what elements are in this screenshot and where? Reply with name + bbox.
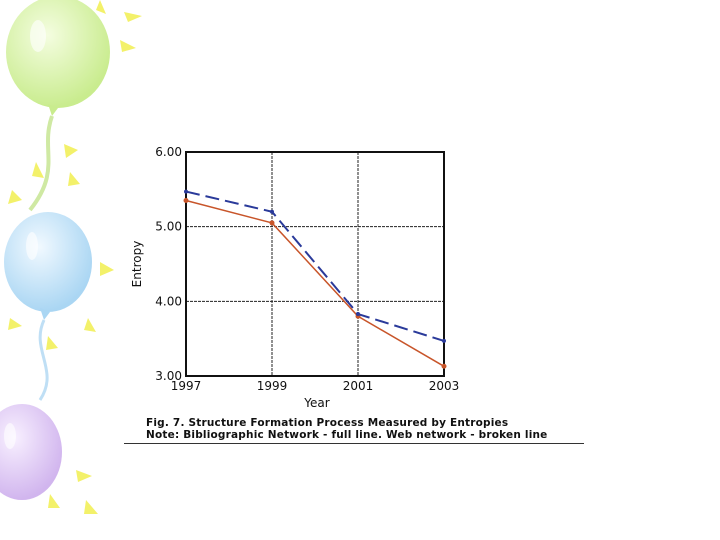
caption-underline — [124, 443, 584, 444]
figure-caption-note: Note: Bibliographic Network - full line.… — [146, 429, 548, 441]
data-point — [356, 312, 360, 317]
series-line-bibliographic-network — [185, 199, 445, 367]
data-point — [441, 363, 447, 369]
x-tick-label: 2003 — [429, 379, 460, 393]
purple-balloon-icon — [0, 404, 62, 500]
data-point — [269, 220, 275, 226]
sparkle-decoration — [8, 0, 142, 514]
data-point — [270, 209, 274, 214]
green-balloon-icon — [6, 0, 110, 212]
y-tick-label: 6.00 — [155, 145, 182, 159]
blue-balloon-icon — [4, 212, 92, 401]
data-point — [442, 338, 446, 343]
x-axis-ticks: 1997 1999 2001 2003 — [171, 379, 460, 393]
y-axis-title: Entropy — [130, 241, 144, 288]
data-point — [183, 198, 189, 204]
x-axis-title: Year — [303, 396, 329, 410]
data-point — [184, 189, 188, 194]
series-layer — [183, 189, 447, 369]
y-tick-label: 4.00 — [155, 294, 182, 308]
x-tick-label: 2001 — [343, 379, 374, 393]
plot-frame — [185, 151, 445, 377]
y-axis-ticks: 3.00 4.00 5.00 6.00 — [155, 145, 182, 383]
series-line-web-network — [185, 190, 445, 342]
y-tick-label: 3.00 — [155, 369, 182, 383]
figure-caption-title: Fig. 7. Structure Formation Process Meas… — [146, 417, 509, 429]
y-tick-label: 5.00 — [155, 220, 182, 234]
x-tick-label: 1997 — [171, 379, 202, 393]
chart-grid — [186, 152, 444, 376]
x-tick-label: 1999 — [257, 379, 288, 393]
